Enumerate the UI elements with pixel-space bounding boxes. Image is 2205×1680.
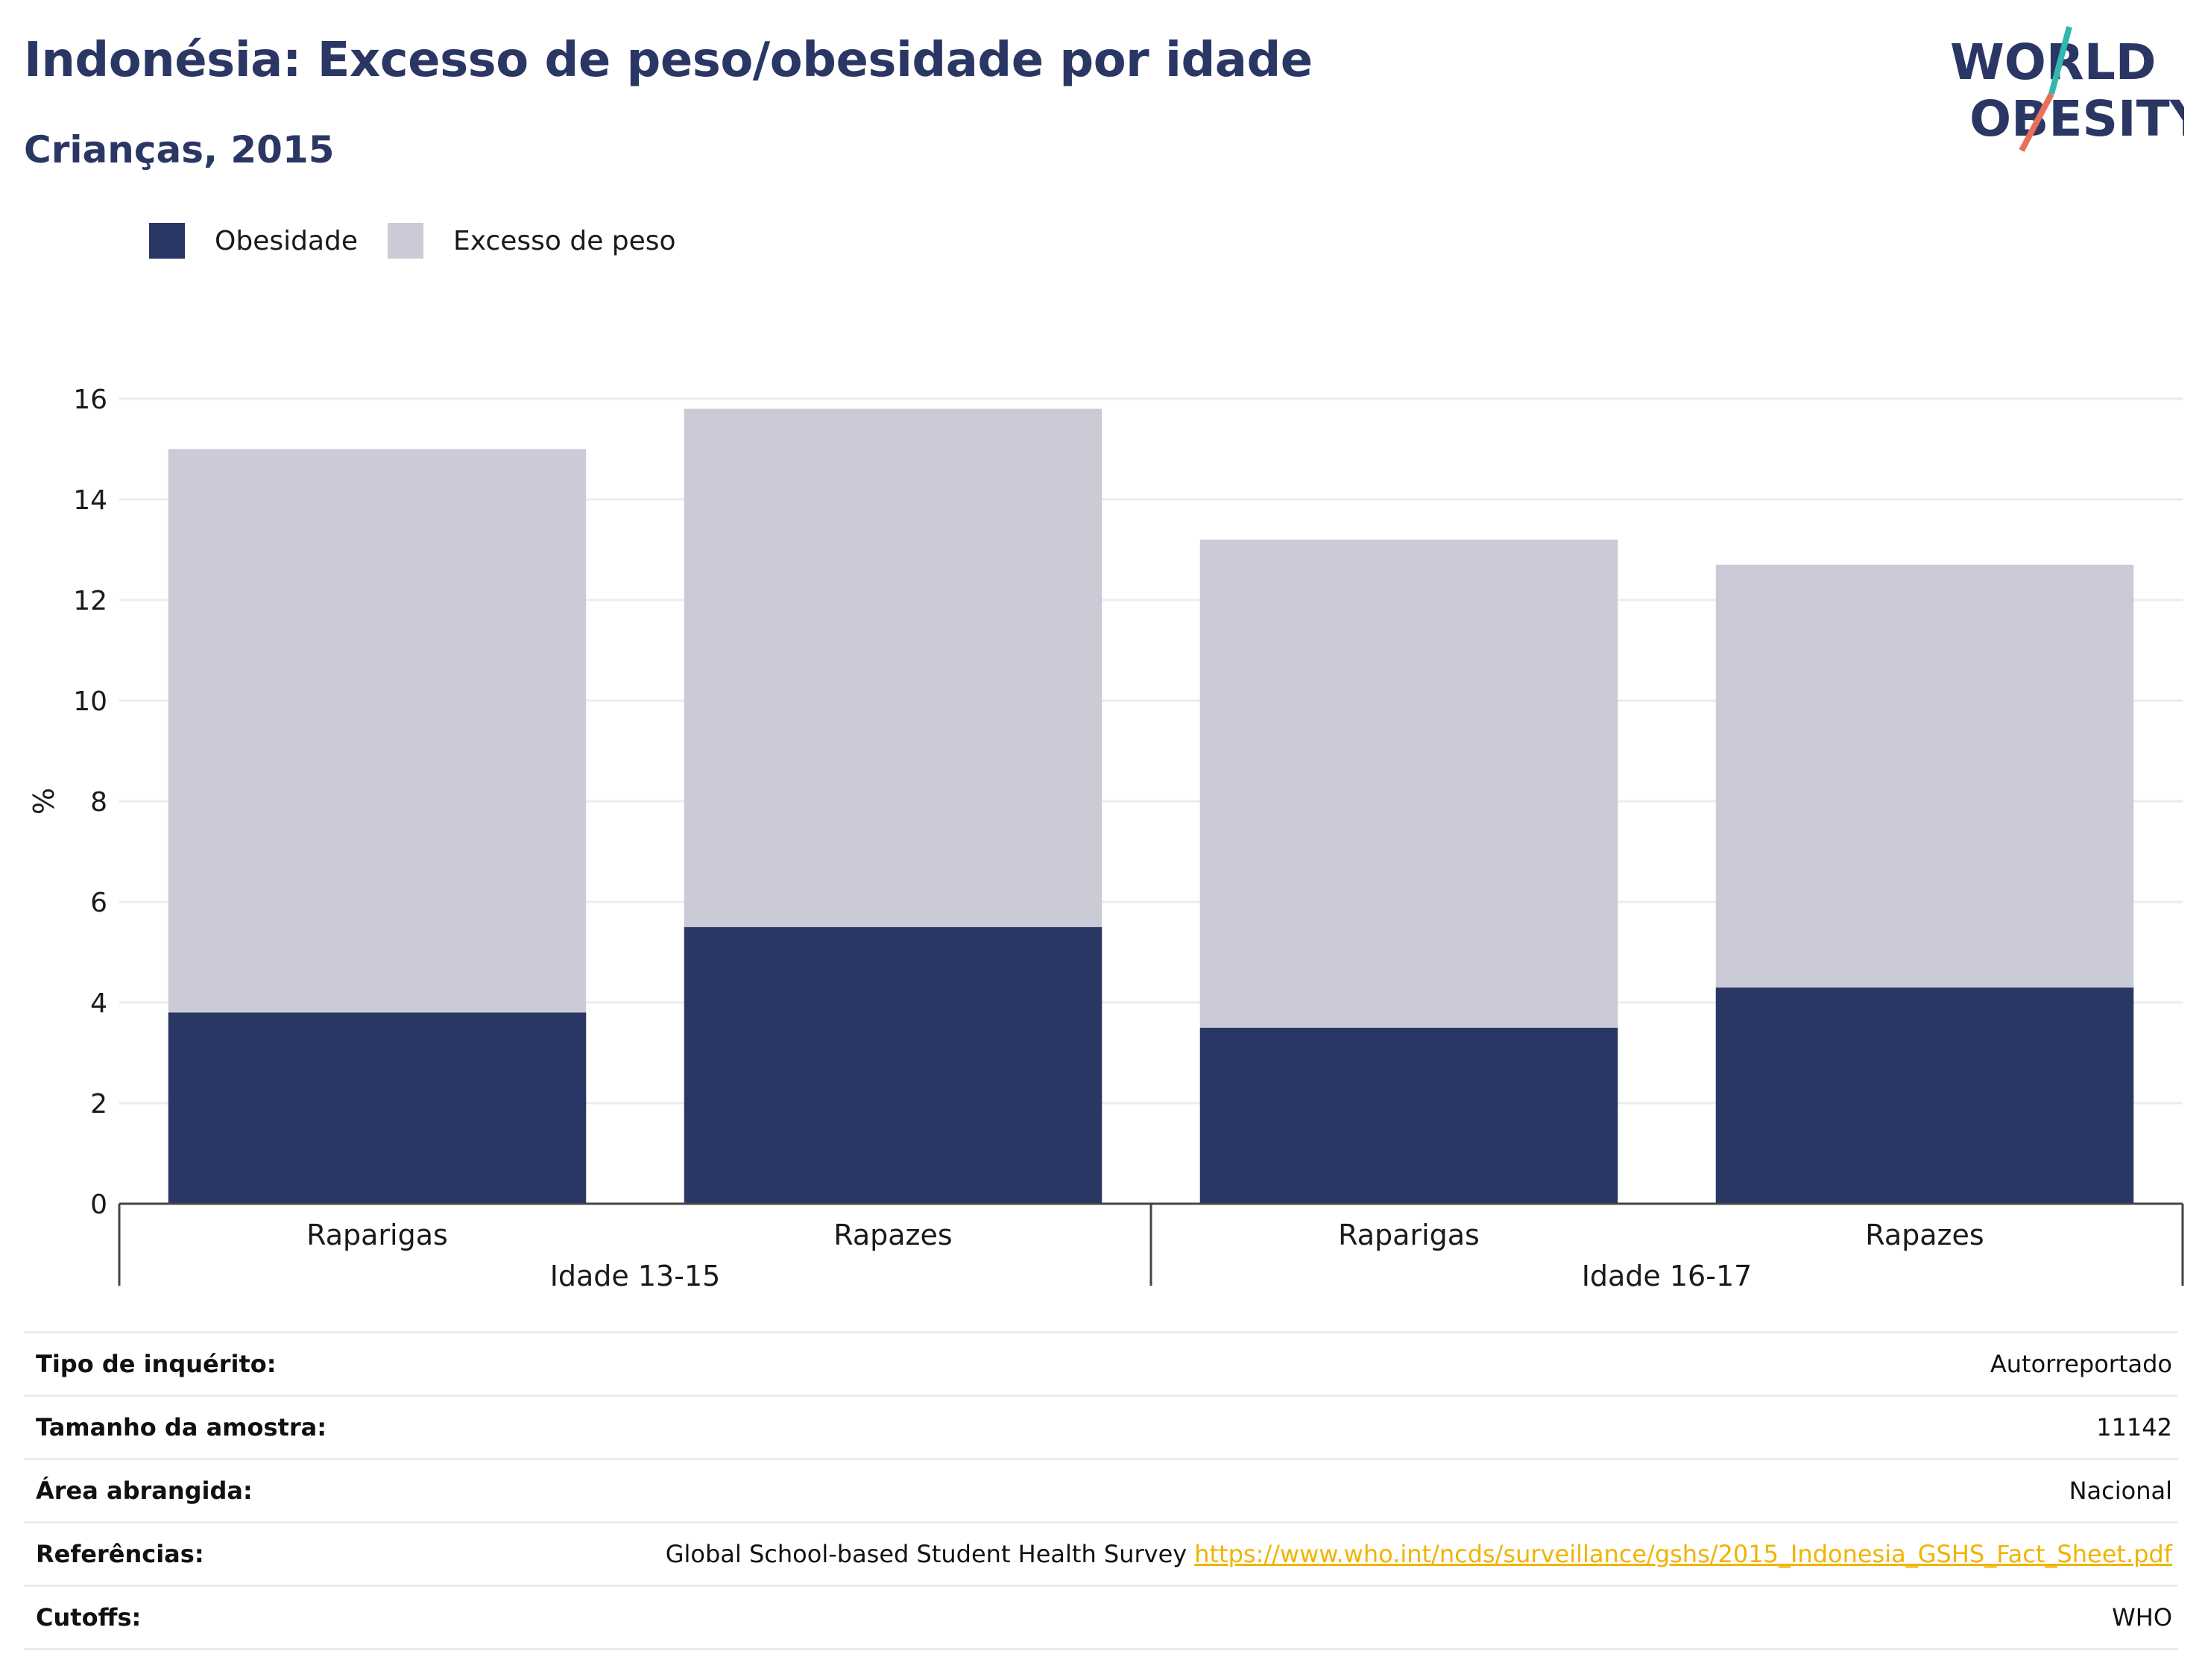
y-tick-label: 16 bbox=[73, 385, 107, 415]
world-obesity-logo: WORLD OBESITY bbox=[1950, 25, 2184, 152]
stacked-bar-chart: 0 2 4 6 8 10 12 14 16% Raparigas Rapazes Raparigas R… bbox=[28, 385, 2184, 1292]
legend-label-excesso-de-peso: Excesso de peso bbox=[453, 225, 676, 256]
y-tick-label: 4 bbox=[90, 988, 107, 1019]
legend-item-excesso-de-peso[interactable]: Excesso de peso bbox=[388, 223, 676, 259]
info-row-cutoffs: Cutoffs: WHO bbox=[24, 1585, 2178, 1650]
bar-obesidade bbox=[1199, 1027, 1618, 1204]
bar-excesso-de-peso bbox=[1715, 564, 2134, 988]
survey-info-table: Tipo de inquérito: Autorreportado Tamanh… bbox=[24, 1331, 2178, 1650]
y-tick-label: 2 bbox=[90, 1089, 107, 1120]
info-row-survey-type: Tipo de inquérito: Autorreportado bbox=[24, 1331, 2178, 1395]
info-label: Referências: bbox=[36, 1540, 204, 1568]
reference-link[interactable]: https://www.who.int/ncds/surveillance/gs… bbox=[1194, 1540, 2172, 1568]
bar-obesidade bbox=[168, 1012, 587, 1204]
x-tick-label: Raparigas bbox=[1338, 1219, 1480, 1251]
info-row-sample-size: Tamanho da amostra: 11142 bbox=[24, 1395, 2178, 1458]
info-row-references: Referências: Global School-based Student… bbox=[24, 1521, 2178, 1585]
y-axis-label: % bbox=[28, 788, 60, 815]
bar-obesidade bbox=[684, 926, 1102, 1204]
x-tick-label: Rapazes bbox=[1865, 1219, 1984, 1251]
info-row-area: Área abrangida: Nacional bbox=[24, 1458, 2178, 1521]
info-value: Autorreportado bbox=[1990, 1350, 2172, 1378]
chart-title: Indonésia: Excesso de peso/obesidade por… bbox=[24, 33, 1313, 88]
logo-slash-teal bbox=[2048, 25, 2072, 95]
logo-line2: OBESITY bbox=[1969, 90, 2184, 148]
reference-text: Global School-based Student Health Surve… bbox=[665, 1540, 1187, 1568]
x-tick-label: Rapazes bbox=[833, 1219, 952, 1251]
bar-excesso-de-peso bbox=[684, 408, 1102, 927]
info-label: Área abrangida: bbox=[36, 1477, 253, 1505]
y-tick-label: 6 bbox=[90, 888, 107, 918]
info-label: Cutoffs: bbox=[36, 1603, 142, 1632]
info-value: WHO bbox=[2112, 1603, 2172, 1632]
y-tick-label: 10 bbox=[73, 686, 107, 717]
info-value: Global School-based Student Health Surve… bbox=[666, 1540, 2178, 1568]
chart-legend: Obesidade Excesso de peso bbox=[149, 221, 706, 261]
info-value: 11142 bbox=[2096, 1413, 2172, 1441]
bar-obesidade bbox=[1715, 987, 2134, 1204]
chart-subtitle: Crianças, 2015 bbox=[24, 128, 335, 171]
info-label: Tamanho da amostra: bbox=[36, 1413, 327, 1441]
bar-excesso-de-peso bbox=[1199, 540, 1618, 1028]
logo-slash-coral bbox=[2019, 92, 2054, 152]
legend-swatch-obesidade bbox=[149, 223, 185, 259]
x-tick-label: Raparigas bbox=[306, 1219, 448, 1251]
info-value: Nacional bbox=[2069, 1477, 2172, 1505]
legend-label-obesidade: Obesidade bbox=[215, 225, 359, 256]
y-tick-label: 14 bbox=[73, 485, 107, 516]
legend-swatch-excesso-de-peso bbox=[388, 223, 424, 259]
bar-excesso-de-peso bbox=[168, 449, 587, 1013]
y-tick-label: 0 bbox=[90, 1190, 107, 1220]
group-label: Idade 16-17 bbox=[1582, 1260, 1753, 1292]
y-tick-label: 8 bbox=[90, 787, 107, 818]
legend-item-obesidade[interactable]: Obesidade bbox=[149, 223, 358, 259]
y-tick-label: 12 bbox=[73, 586, 107, 616]
info-label: Tipo de inquérito: bbox=[36, 1350, 277, 1378]
group-label: Idade 13-15 bbox=[550, 1260, 721, 1292]
